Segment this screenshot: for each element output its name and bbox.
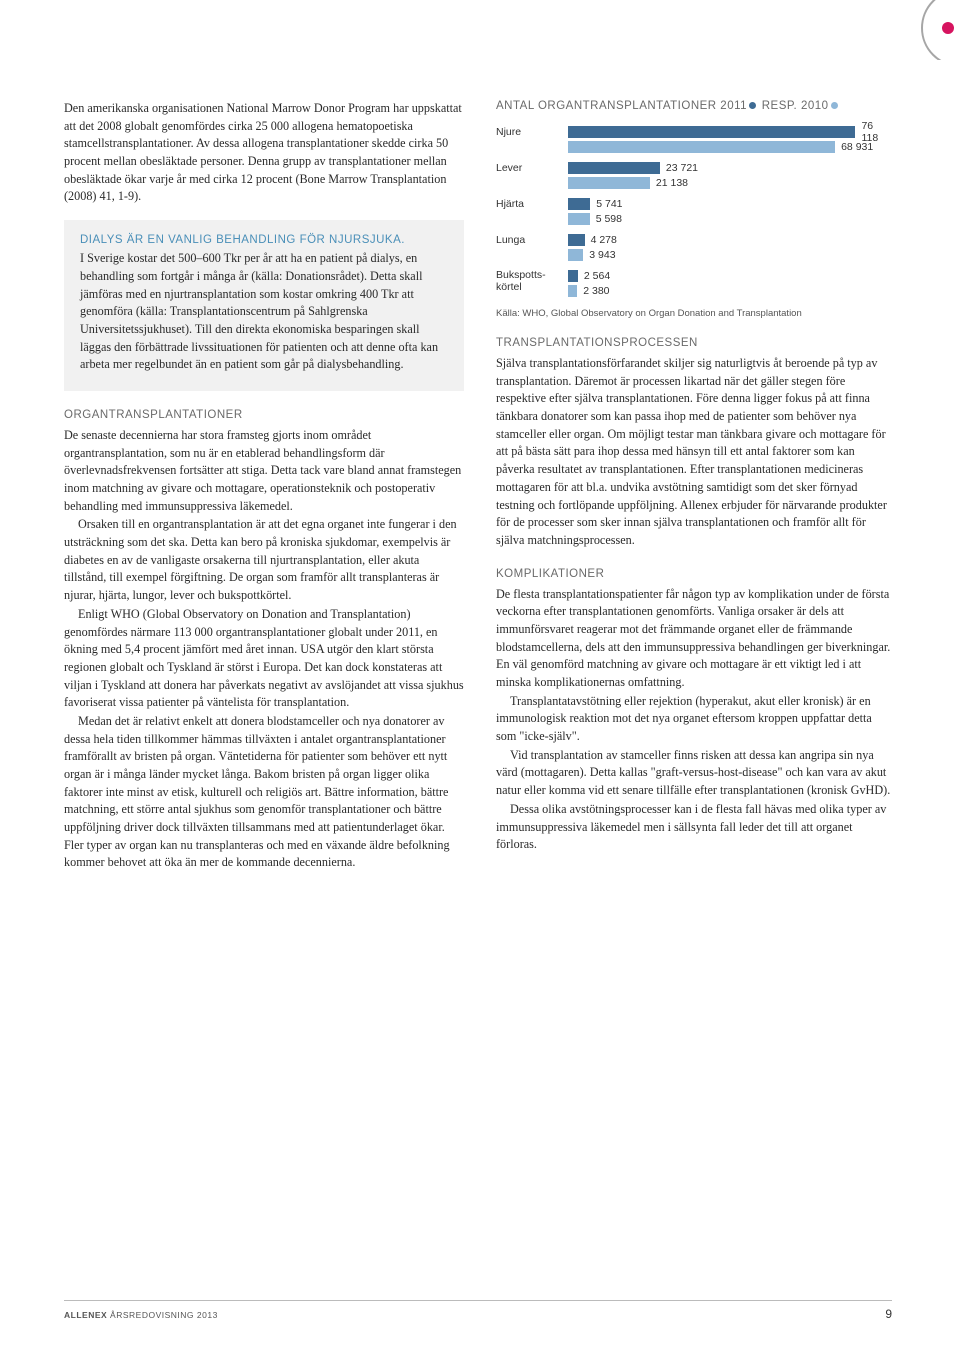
chart-group: Lunga 4 278 3 943 [496, 232, 892, 262]
heading-organ: ORGANTRANSPLANTATIONER [64, 409, 464, 421]
chart-value-2011: 4 278 [591, 234, 617, 246]
chart-bar-2011 [568, 234, 585, 246]
komp-p4: Dessa olika avstötningsprocesser kan i d… [496, 801, 892, 854]
footer-rest: ÅRSREDOVISNING 2013 [107, 1310, 218, 1320]
chart-title: ANTAL ORGANTRANSPLANTATIONER 2011 RESP. … [496, 100, 892, 112]
chart-group: Bukspotts-körtel 2 564 2 380 [496, 268, 892, 298]
chart-value-2011: 2 564 [584, 270, 610, 282]
chart-category-label: Lever [496, 162, 568, 174]
process-p1: Själva transplantationsförfarandet skilj… [496, 355, 892, 550]
legend-swatch-2011 [749, 102, 756, 109]
chart-bar-2010 [568, 249, 583, 261]
chart-category-label: Lunga [496, 234, 568, 246]
chart-source: Källa: WHO, Global Observatory on Organ … [496, 308, 892, 319]
chart-bar-2011 [568, 198, 590, 210]
chart-category-label: Njure [496, 126, 568, 138]
chart-group: Lever 23 721 21 138 [496, 160, 892, 190]
chart-category-label: Bukspotts-körtel [496, 270, 568, 293]
callout-box: DIALYS ÄR EN VANLIG BEHANDLING FÖR NJURS… [64, 220, 464, 391]
chart-category-label: Hjärta [496, 198, 568, 210]
legend-swatch-2010 [831, 102, 838, 109]
chart-bar-2010 [568, 285, 577, 297]
chart-bar-2011 [568, 126, 855, 138]
organ-p4: Medan det är relativt enkelt att donera … [64, 713, 464, 872]
chart-value-2011: 5 741 [596, 198, 622, 210]
chart-bar-2010 [568, 141, 835, 153]
heading-process: TRANSPLANTATIONSPROCESSEN [496, 337, 892, 349]
chart-group: Hjärta 5 741 5 598 [496, 196, 892, 226]
page-footer: ALLENEX ÅRSREDOVISNING 2013 9 [64, 1300, 892, 1321]
organ-p3: Enligt WHO (Global Observatory on Donati… [64, 606, 464, 712]
chart-value-2010: 68 931 [841, 141, 873, 153]
organ-p1: De senaste decennierna har stora framste… [64, 427, 464, 515]
chart-group: Njure76 11868 931 [496, 124, 892, 154]
chart-bar-2011 [568, 270, 578, 282]
chart-bar-2011 [568, 162, 660, 174]
komp-p1: De flesta transplantationspatienter får … [496, 586, 892, 692]
page-number: 9 [885, 1307, 892, 1321]
chart-bar-2010 [568, 213, 590, 225]
komp-p3: Vid transplantation av stamceller finns … [496, 747, 892, 800]
chart-bar-2010 [568, 177, 650, 189]
chart-value-2010: 5 598 [596, 213, 622, 225]
chart-value-2010: 2 380 [583, 285, 609, 297]
chart-value-2011: 23 721 [666, 162, 698, 174]
chart-value-2010: 21 138 [656, 177, 688, 189]
callout-heading: DIALYS ÄR EN VANLIG BEHANDLING FÖR NJURS… [80, 234, 448, 246]
footer-brand: ALLENEX [64, 1310, 107, 1320]
intro-paragraph: Den amerikanska organisationen National … [64, 100, 464, 206]
corner-mark [870, 0, 960, 60]
chart-value-2010: 3 943 [589, 249, 615, 261]
callout-text: I Sverige kostar det 500–600 Tkr per år … [80, 250, 448, 374]
heading-komplikationer: KOMPLIKATIONER [496, 568, 892, 580]
organ-p2: Orsaken till en organtransplantation är … [64, 516, 464, 604]
bar-chart: Njure76 11868 931 Lever 23 721 21 138 Hjärta… [496, 124, 892, 298]
komp-p2: Transplantatavstötning eller rejektion (… [496, 693, 892, 746]
